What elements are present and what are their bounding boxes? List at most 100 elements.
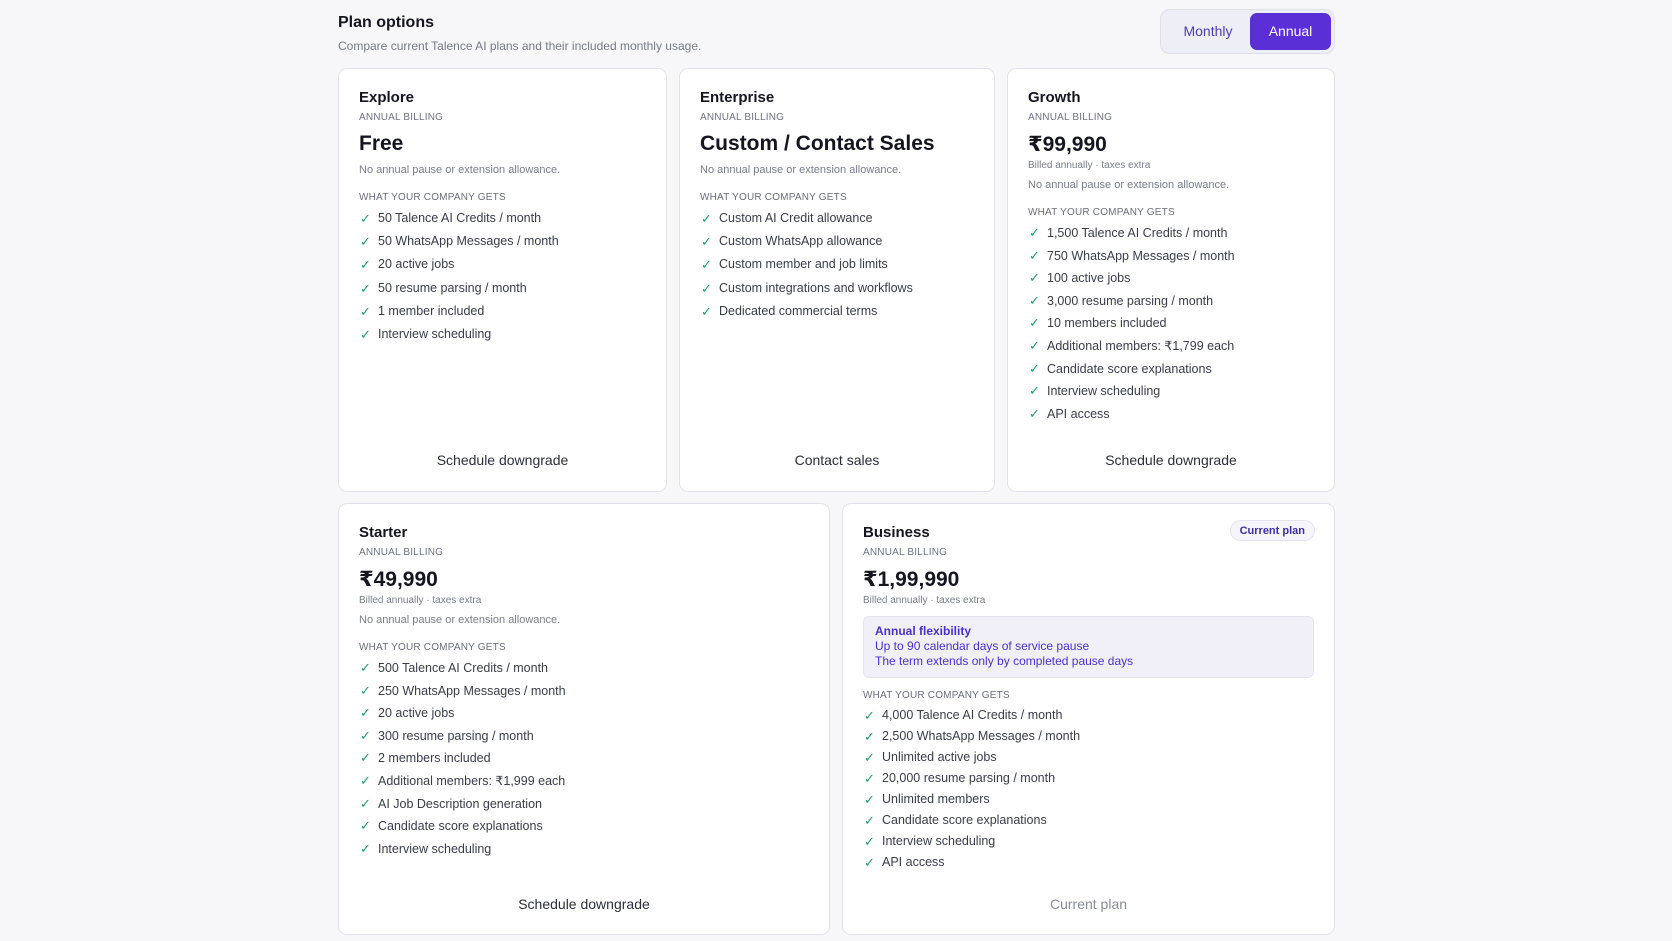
annual-flexibility-box: Annual flexibility Up to 90 calendar day… — [863, 616, 1314, 678]
feature-item: ✓ 20 active jobs — [359, 702, 809, 725]
check-icon: ✓ — [1029, 292, 1040, 308]
feature-text: 1,500 Talence AI Credits / month — [1047, 226, 1228, 240]
check-icon: ✓ — [864, 750, 875, 765]
plan-card-growth: Growth ANNUAL BILLING ₹99,990 Billed ann… — [1007, 68, 1335, 492]
check-icon: ✓ — [1029, 360, 1040, 376]
plan-billing: ANNUAL BILLING — [863, 547, 948, 558]
feature-text: 3,000 resume parsing / month — [1047, 293, 1214, 308]
contact-sales-button[interactable]: Contact sales — [794, 452, 880, 468]
feature-text: Candidate score explanations — [882, 813, 1047, 827]
feature-text: AI Job Description generation — [378, 796, 542, 811]
billing-period-toggle: Monthly Annual — [1160, 9, 1335, 54]
check-icon: ✓ — [864, 813, 875, 828]
feature-item: ✓ 2,500 WhatsApp Messages / month — [863, 726, 1314, 747]
check-icon: ✓ — [864, 729, 875, 744]
plan-name: Business — [863, 524, 930, 541]
feature-item: ✓ API access — [1028, 403, 1314, 426]
check-icon: ✓ — [360, 705, 371, 721]
plan-name: Starter — [359, 524, 408, 541]
plan-feature-list: ✓ 4,000 Talence AI Credits / month ✓ 2,500 … — [863, 705, 1314, 873]
check-icon: ✓ — [701, 211, 712, 226]
feature-item: ✓ 50 Talence AI Credits / month — [359, 207, 646, 230]
feature-text: Interview scheduling — [378, 327, 492, 342]
feature-item: ✓ 10 members included — [1028, 312, 1314, 335]
feature-item: ✓ Candidate score explanations — [359, 815, 809, 838]
plan-card-enterprise: Enterprise ANNUAL BILLING Custom / Conta… — [679, 68, 995, 492]
feature-item: ✓ 2 members included — [359, 747, 809, 770]
plan-price: ₹99,990 — [1028, 133, 1107, 156]
feature-item: ✓ Additional members: ₹1,999 each — [359, 770, 809, 793]
feature-text: Candidate score explanations — [1047, 361, 1212, 376]
feature-item: ✓ 1 member included — [359, 300, 646, 323]
check-icon: ✓ — [360, 772, 371, 788]
page-subtitle: Compare current Talence AI plans and the… — [338, 39, 702, 53]
plan-features-heading: WHAT YOUR COMPANY GETS — [359, 192, 506, 203]
check-icon: ✓ — [360, 750, 371, 766]
feature-text: 1 member included — [378, 303, 485, 318]
check-icon: ✓ — [360, 795, 371, 811]
plan-feature-list: ✓ 1,500 Talence AI Credits / month ✓ 750 Wh… — [1028, 222, 1314, 425]
feature-item: ✓ 750 WhatsApp Messages / month — [1028, 245, 1314, 268]
plan-feature-list: ✓ Custom AI Credit allowance ✓ Custom Whats… — [700, 207, 974, 323]
check-icon: ✓ — [701, 303, 712, 319]
feature-text: 50 resume parsing / month — [378, 280, 527, 295]
feature-item: ✓ 50 WhatsApp Messages / month — [359, 230, 646, 253]
feature-item: ✓ AI Job Description generation — [359, 793, 809, 816]
check-icon: ✓ — [1029, 270, 1040, 286]
feature-item: ✓ Custom integrations and workflows — [700, 277, 974, 300]
plan-name: Explore — [359, 89, 415, 106]
check-icon: ✓ — [1029, 315, 1040, 331]
feature-item: ✓ Interview scheduling — [359, 323, 646, 346]
check-icon: ✓ — [701, 257, 712, 273]
feature-text: API access — [1047, 406, 1110, 421]
check-icon: ✓ — [1029, 337, 1040, 353]
plan-options-section: Plan options Compare current Talence AI … — [338, 0, 1335, 941]
feature-item: ✓ 20 active jobs — [359, 253, 646, 276]
check-icon: ✓ — [360, 327, 371, 343]
feature-text: Custom WhatsApp allowance — [719, 234, 883, 249]
feature-text: Unlimited members — [882, 792, 990, 806]
check-icon: ✓ — [1029, 247, 1040, 263]
feature-item: ✓ 100 active jobs — [1028, 267, 1314, 290]
plan-pause-note: No annual pause or extension allowance. — [700, 164, 902, 176]
plan-price-note: Billed annually · taxes extra — [1028, 160, 1151, 171]
check-icon: ✓ — [864, 708, 875, 723]
plan-price: Free — [359, 132, 404, 155]
feature-text: Interview scheduling — [378, 841, 492, 856]
feature-item: ✓ 3,000 resume parsing / month — [1028, 290, 1314, 313]
check-icon: ✓ — [360, 303, 371, 319]
feature-item: ✓ Interview scheduling — [1028, 380, 1314, 403]
check-icon: ✓ — [864, 792, 875, 807]
annual-option[interactable]: Annual — [1250, 13, 1331, 50]
feature-item: ✓ 20,000 resume parsing / month — [863, 768, 1314, 789]
check-icon: ✓ — [701, 234, 712, 250]
feature-text: 20,000 resume parsing / month — [882, 771, 1056, 785]
feature-item: ✓ 300 resume parsing / month — [359, 725, 809, 748]
current-plan-badge: Current plan — [1229, 520, 1315, 541]
feature-item: ✓ Candidate score explanations — [1028, 358, 1314, 381]
plan-pause-note: No annual pause or extension allowance. — [359, 614, 561, 626]
check-icon: ✓ — [864, 834, 875, 849]
monthly-option[interactable]: Monthly — [1183, 23, 1233, 39]
current-plan-button: Current plan — [1049, 896, 1128, 912]
feature-item: ✓ Interview scheduling — [359, 838, 809, 861]
schedule-downgrade-button[interactable]: Schedule downgrade — [518, 896, 650, 912]
feature-text: Additional members: ₹1,999 each — [378, 773, 566, 788]
feature-item: ✓ 50 resume parsing / month — [359, 277, 646, 300]
plan-card-explore: Explore ANNUAL BILLING Free No annual pa… — [338, 68, 667, 492]
plan-price-note: Billed annually · taxes extra — [359, 595, 482, 606]
feature-item: ✓ Unlimited members — [863, 789, 1314, 810]
feature-item: ✓ Custom member and job limits — [700, 253, 974, 276]
feature-text: Custom member and job limits — [719, 257, 888, 272]
page-title: Plan options — [338, 14, 434, 31]
plan-billing: ANNUAL BILLING — [700, 112, 785, 123]
feature-item: ✓ Custom WhatsApp allowance — [700, 230, 974, 253]
plan-features-heading: WHAT YOUR COMPANY GETS — [700, 192, 847, 203]
plan-billing: ANNUAL BILLING — [359, 547, 444, 558]
schedule-downgrade-button[interactable]: Schedule downgrade — [1105, 452, 1237, 468]
check-icon: ✓ — [1029, 405, 1040, 421]
feature-text: Interview scheduling — [1047, 384, 1161, 399]
feature-item: ✓ 500 Talence AI Credits / month — [359, 657, 809, 680]
schedule-downgrade-button[interactable]: Schedule downgrade — [436, 452, 569, 468]
check-icon: ✓ — [1029, 225, 1040, 240]
